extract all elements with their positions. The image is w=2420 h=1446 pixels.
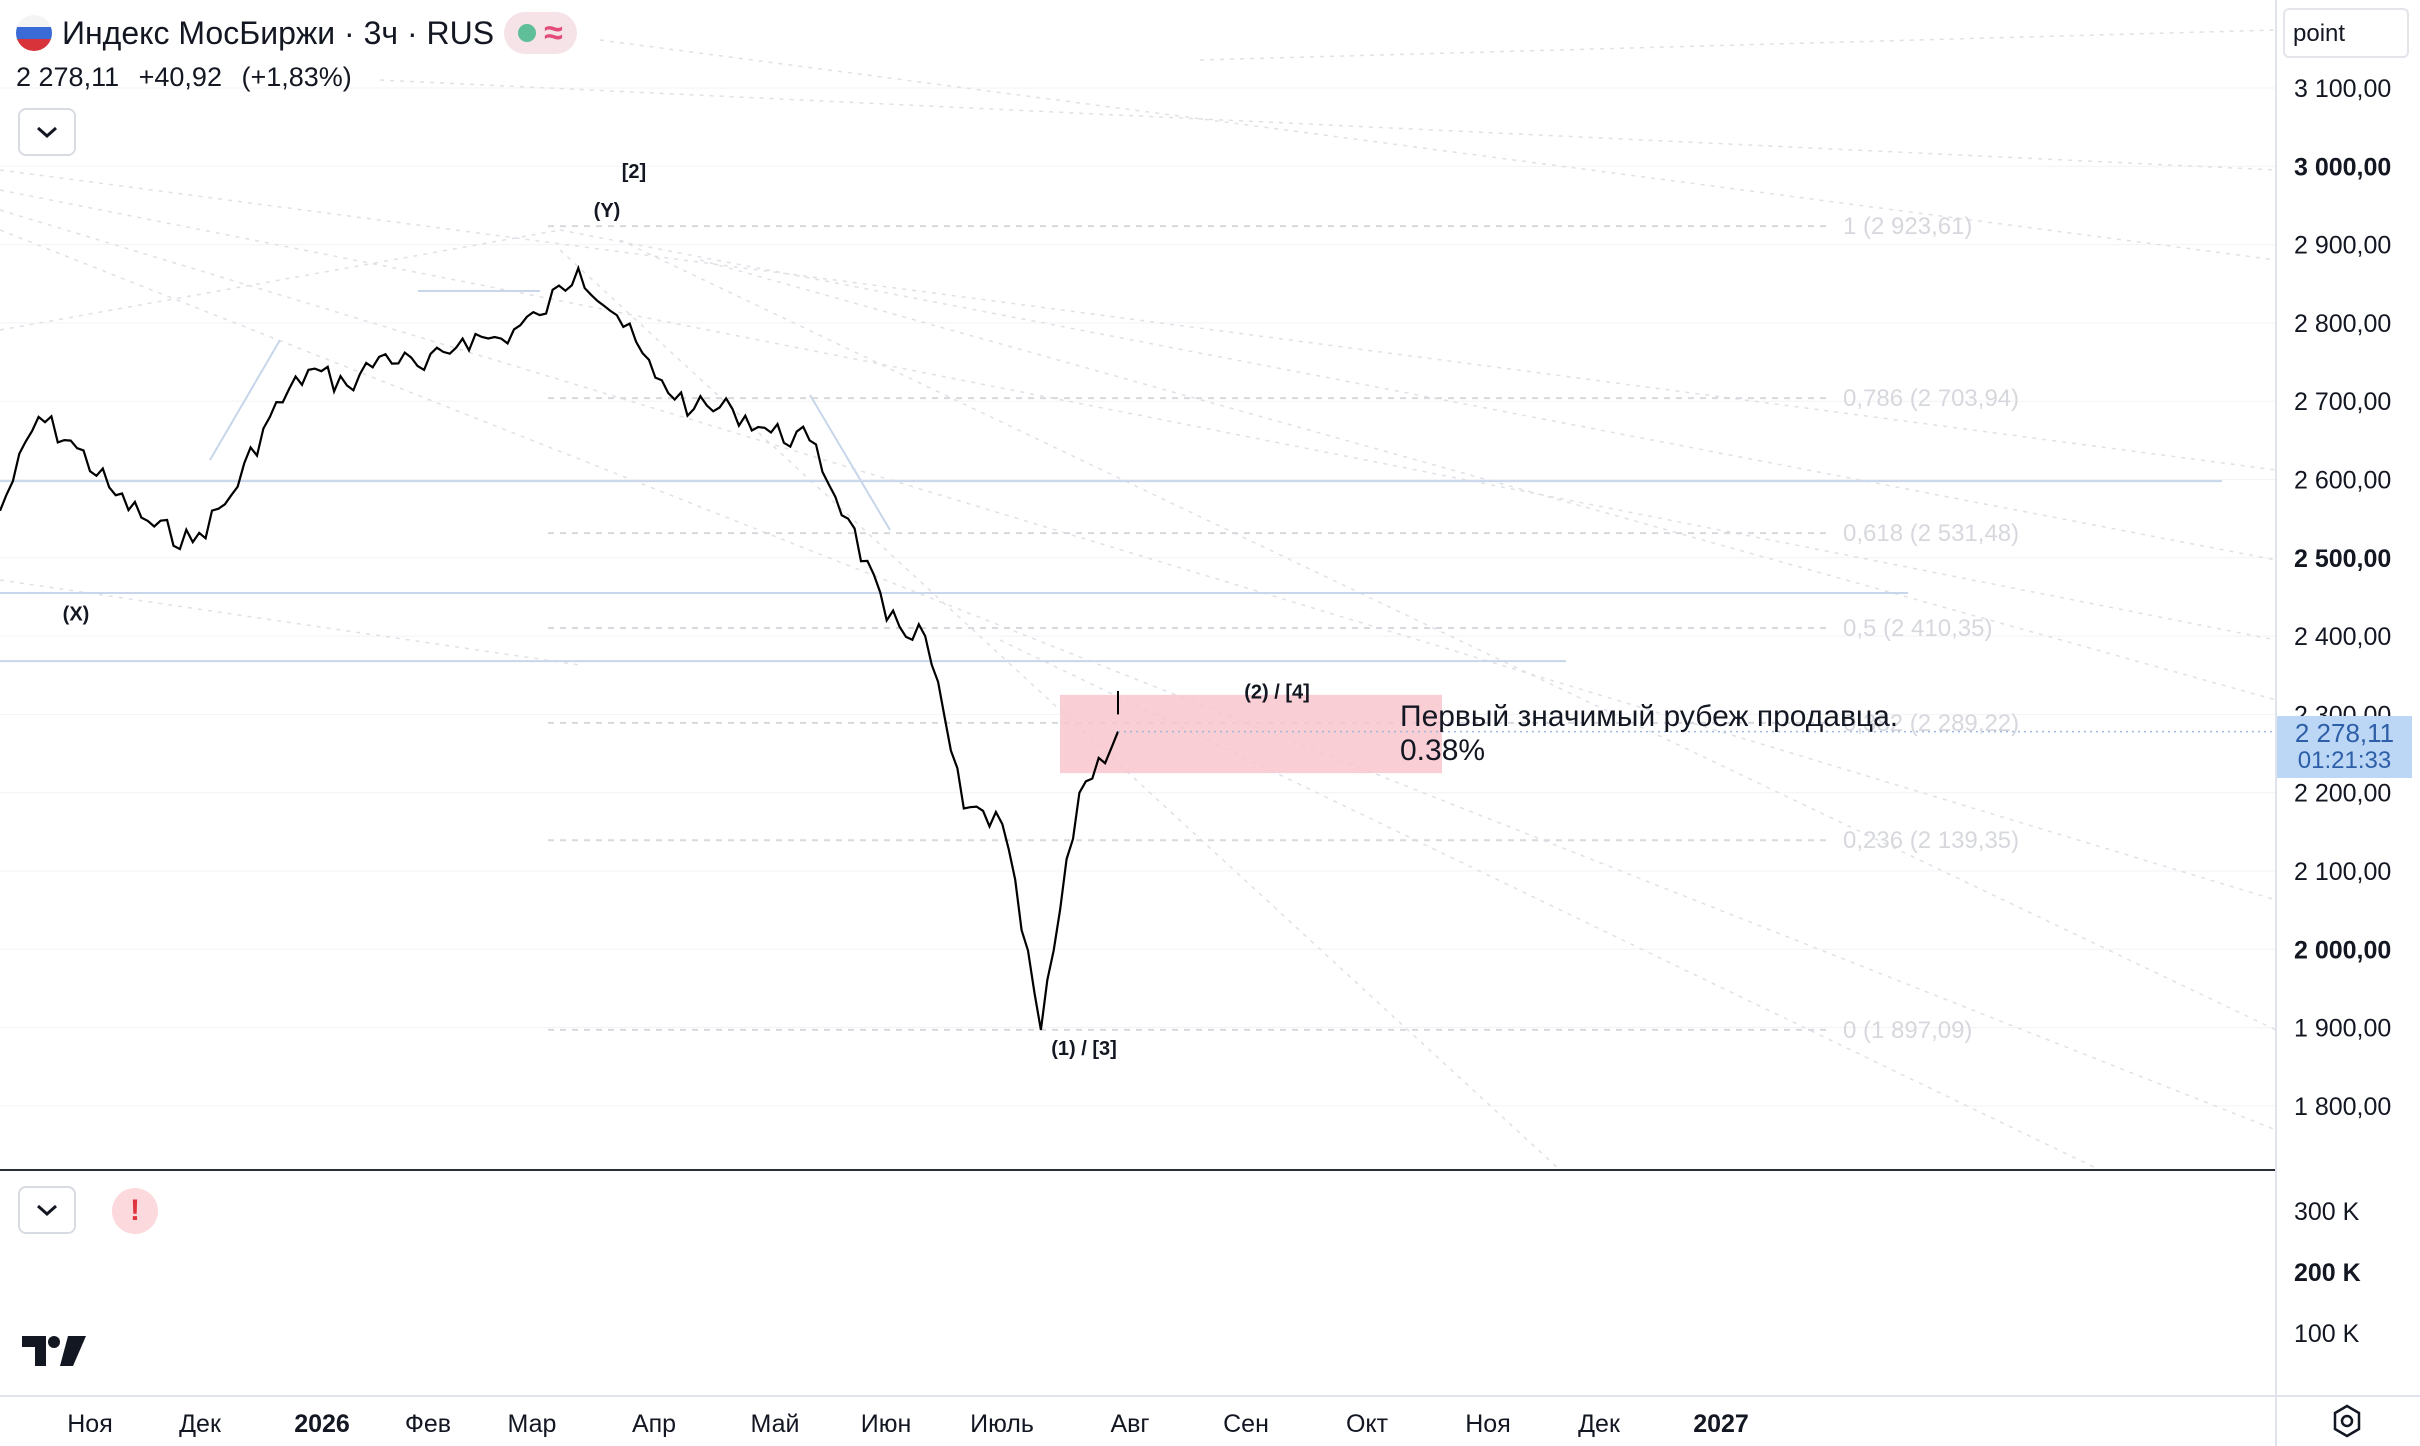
alert-icon[interactable]: ! [112,1188,158,1234]
volume-tick-label: 100 K [2294,1320,2360,1348]
price-tick-label: 2 500,00 [2294,545,2391,573]
current-price: 2 278,11 [2294,718,2395,748]
chevron-down-icon [37,1204,57,1217]
horizontal-levels [0,480,2222,663]
fib-level-label: 0,786 (2 703,94) [1843,385,2019,412]
price-readout: 2 278,11 +40,92 (+1,83%) [16,62,364,93]
settings-icon[interactable] [2330,1404,2364,1438]
price-tick-label: 2 400,00 [2294,623,2391,651]
time-tick-label: Апр [632,1410,676,1438]
price-series [0,264,2276,1031]
trend-line [0,579,581,666]
wave-label: [2] [622,161,646,183]
price-tick-label: 1 800,00 [2294,1093,2391,1121]
time-tick-label: 2026 [294,1410,350,1438]
current-price-tag: 2 278,11 01:21:33 [2277,716,2412,778]
trend-line [0,189,2277,641]
price-tick-label: 2 600,00 [2294,467,2391,495]
trend-line [699,259,2277,701]
fib-retracement: 1 (2 923,61) 0,786 (2 703,94) 0,618 (2 531… [548,213,2019,1044]
time-tick-label: Сен [1223,1410,1269,1438]
grid-lines [0,87,2276,1107]
chart-legend: Индекс МосБиржи · 3ч · RUS ≈ [16,12,577,54]
time-tick-label: Июль [970,1410,1034,1438]
time-tick-label: Дек [1578,1410,1621,1438]
time-tick-label: Окт [1346,1410,1389,1438]
chevron-down-icon [37,126,57,139]
fib-level-label: 1 (2 923,61) [1843,213,1972,240]
collapse-volume-button[interactable] [18,1186,76,1234]
time-tick-label: Июн [861,1410,912,1438]
time-tick-label: Дек [179,1410,222,1438]
symbol-title[interactable]: Индекс МосБиржи · 3ч · RUS [62,14,495,51]
market-status-dot [518,24,537,42]
trend-line [379,79,2277,171]
volume-axis: 300 K 200 K 100 K [2294,1198,2361,1348]
last-price: 2 278,11 [16,62,120,92]
trend-line [559,249,1561,1171]
fib-level-label: 0 (1 897,09) [1843,1017,1972,1044]
price-tick-label: 3 100,00 [2294,75,2391,103]
russia-flag-icon [16,15,52,51]
price-tick-label: 2 000,00 [2294,936,2391,964]
fib-level-label: 0,618 (2 531,48) [1843,520,2019,547]
price-axis: 3 100,00 3 000,00 2 900,00 2 800,00 2 700,00… [2294,75,2391,1121]
market-status-pill[interactable]: ≈ [504,12,577,54]
price-tick-label: 1 900,00 [2294,1015,2391,1043]
seller-zone [1060,694,1442,774]
time-tick-label: Мар [508,1410,557,1438]
trend-line [0,169,2277,471]
trend-line [0,209,2277,901]
channel-line [209,339,281,461]
trend-line [559,229,2277,561]
time-tick-label: Авг [1110,1410,1149,1438]
time-tick-label: 2027 [1693,1410,1749,1438]
price-tick-label: 2 900,00 [2294,232,2391,260]
time-tick-label: Май [751,1410,800,1438]
price-tick-label: 2 700,00 [2294,388,2391,416]
annotation-line-2: 0.38% [1400,734,1486,767]
trend-line [0,229,2277,1131]
annotation-line-1: Первый значимый рубеж продавца. [1400,700,1899,733]
time-tick-label: Ноя [67,1410,113,1438]
price-tick-label: 2 200,00 [2294,780,2391,808]
trend-lines [0,29,2277,1171]
price-line [0,264,1120,1031]
volume-tick-label: 300 K [2294,1198,2360,1226]
time-tick-label: Ноя [1465,1410,1511,1438]
fib-level-label: 0,236 (2 139,35) [1843,827,2019,854]
scale-mode-button[interactable]: point [2283,8,2409,58]
wave-label: (1) / [3] [1051,1038,1117,1060]
trend-line [599,39,2277,261]
price-change-pct: (+1,83%) [241,62,352,92]
tradingview-logo-icon [22,1336,86,1366]
collapse-legend-button[interactable] [18,108,76,156]
time-axis: Ноя Дек 2026 Фев Мар Апр Май Июн Июль Авг Сен Окт Но… [67,1410,1749,1438]
bar-countdown: 01:21:33 [2297,747,2392,774]
price-tick-label: 3 000,00 [2294,153,2391,181]
channel-line [809,394,891,531]
trend-line [619,239,2277,1031]
wave-label: (X) [63,603,90,625]
price-change: +40,92 [138,62,222,92]
trend-line [1199,29,2277,61]
volume-tick-label: 200 K [2294,1259,2361,1287]
fib-level-label: 0,5 (2 410,35) [1843,615,1992,642]
approx-wave-icon: ≈ [544,14,563,52]
price-tick-label: 2 800,00 [2294,310,2391,338]
chart-annotation[interactable]: Первый значимый рубеж продавца. 0.38% [1400,700,1898,768]
time-tick-label: Фев [405,1410,451,1438]
wave-label: (Y) [594,200,621,222]
wave-labels: [2](Y) (X) (2) / [4] (1) / [3] [63,161,1310,1060]
price-tick-label: 2 100,00 [2294,858,2391,886]
wave-label: (2) / [4] [1244,682,1310,704]
seller-zone-rect [1060,694,1442,774]
